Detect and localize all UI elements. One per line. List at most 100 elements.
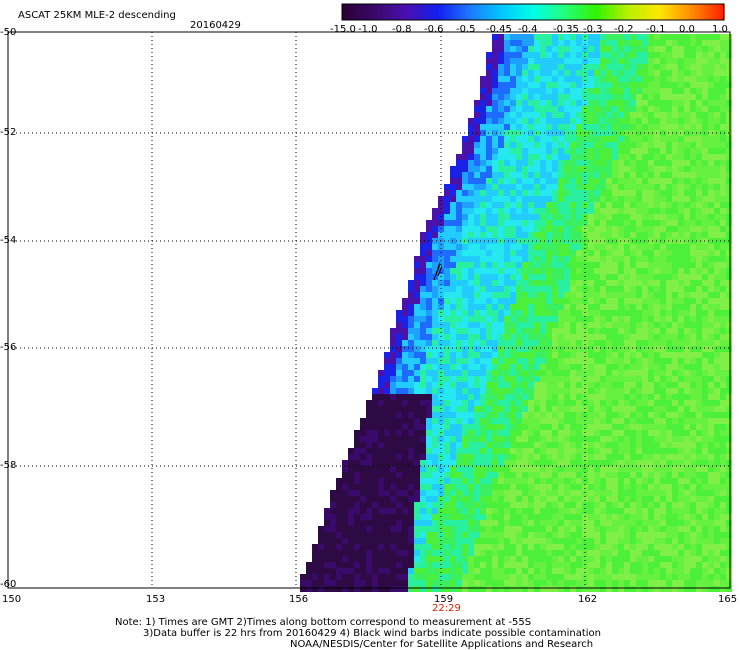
lon-label: 156 — [289, 594, 309, 605]
lat-label: -60 — [0, 579, 17, 590]
lat-lon-grid — [8, 32, 730, 588]
colorbar-cell — [565, 4, 568, 20]
colorbar-cell — [681, 4, 685, 20]
colorbar-cell — [711, 4, 715, 20]
colorbar-cell — [595, 4, 598, 20]
product-date: 20160429 — [190, 20, 241, 31]
colorbar — [341, 3, 725, 21]
colorbar-cell — [476, 4, 480, 20]
note-line-2: 3)Data buffer is 22 hrs from 20160429 4)… — [143, 628, 601, 639]
colorbar-cell — [410, 4, 413, 20]
colorbar-cell — [679, 4, 683, 20]
colorbar-cell — [452, 4, 456, 20]
product-title: ASCAT 25KM MLE-2 descending — [18, 10, 176, 21]
colorbar-label: 0.0 — [679, 24, 695, 35]
colorbar-cell — [719, 4, 723, 20]
colorbar-cell — [436, 4, 440, 20]
colorbar-cell — [344, 4, 347, 20]
colorbar-label: -0.45 — [486, 24, 512, 35]
colorbar-cell — [625, 4, 629, 20]
colorbar-cell — [492, 4, 496, 20]
colorbar-cell — [472, 4, 476, 20]
colorbar-cell — [420, 4, 424, 20]
colorbar-cell — [488, 4, 492, 20]
colorbar-cell — [689, 4, 693, 20]
colorbar-cell — [508, 4, 512, 20]
colorbar-cell — [530, 4, 534, 20]
colorbar-cell — [516, 4, 520, 20]
colorbar-cell — [442, 4, 446, 20]
colorbar-cell — [557, 4, 560, 20]
colorbar-cell — [659, 4, 663, 20]
colorbar-cell — [462, 4, 466, 20]
colorbar-cell — [627, 4, 631, 20]
colorbar-cell — [504, 4, 508, 20]
colorbar-cell — [663, 4, 667, 20]
colorbar-cell — [502, 4, 506, 20]
lat-label: -58 — [0, 460, 17, 471]
colorbar-cell — [342, 4, 345, 20]
time-label: 22:29 — [432, 603, 461, 614]
colorbar-cell — [478, 4, 482, 20]
colorbar-cell — [603, 4, 606, 20]
colorbar-cell — [647, 4, 651, 20]
colorbar-cell — [617, 4, 621, 20]
colorbar-cell — [470, 4, 474, 20]
lat-label: -50 — [0, 27, 17, 38]
plot-frame — [7, 31, 731, 589]
colorbar-cell — [522, 4, 526, 20]
colorbar-cell — [362, 4, 365, 20]
colorbar-cell — [440, 4, 444, 20]
colorbar-label: -15.0 — [330, 24, 356, 35]
colorbar-cell — [573, 4, 576, 20]
colorbar-frame — [341, 3, 725, 21]
colorbar-cell — [623, 4, 627, 20]
colorbar-cell — [611, 4, 615, 20]
colorbar-cell — [500, 4, 504, 20]
colorbar-cell — [639, 4, 643, 20]
colorbar-cell — [567, 4, 570, 20]
colorbar-cell — [524, 4, 528, 20]
colorbar-cell — [370, 4, 373, 20]
colorbar-cell — [426, 4, 430, 20]
colorbar-cell — [615, 4, 619, 20]
colorbar-cell — [494, 4, 498, 20]
colorbar-cell — [591, 4, 594, 20]
colorbar-cell — [394, 4, 397, 20]
colorbar-cell — [398, 4, 401, 20]
colorbar-cell — [498, 4, 502, 20]
colorbar-cell — [635, 4, 639, 20]
colorbar-cell — [480, 4, 484, 20]
colorbar-cell — [518, 4, 522, 20]
colorbar-cell — [402, 4, 405, 20]
colorbar-cell — [643, 4, 647, 20]
colorbar-cell — [641, 4, 645, 20]
colorbar-cell — [458, 4, 462, 20]
colorbar-cell — [484, 4, 488, 20]
colorbar-cell — [539, 4, 542, 20]
lon-label: 159 — [434, 594, 454, 605]
colorbar-cell — [528, 4, 532, 20]
colorbar-cell — [553, 4, 556, 20]
colorbar-cell — [496, 4, 500, 20]
colorbar-label: -0.3 — [583, 24, 603, 35]
colorbar-cell — [380, 4, 383, 20]
colorbar-cell — [520, 4, 524, 20]
colorbar-cell — [657, 4, 661, 20]
colorbar-cell — [655, 4, 659, 20]
colorbar-cell — [464, 4, 468, 20]
lon-label: 165 — [718, 594, 738, 605]
colorbar-cell — [422, 4, 426, 20]
colorbar-cell — [593, 4, 596, 20]
colorbar-cell — [414, 4, 417, 20]
colorbar-cell — [687, 4, 691, 20]
colorbar-cell — [418, 4, 422, 20]
colorbar-cell — [506, 4, 510, 20]
colorbar-cell — [609, 4, 613, 20]
lon-label: 153 — [146, 594, 166, 605]
colorbar-cell — [392, 4, 395, 20]
colorbar-cell — [673, 4, 677, 20]
colorbar-cell — [581, 4, 584, 20]
colorbar-cell — [707, 4, 711, 20]
colorbar-cell — [671, 4, 675, 20]
